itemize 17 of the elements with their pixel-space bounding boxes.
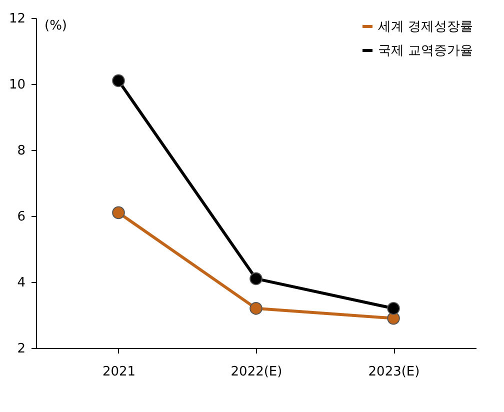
y-tick-label: 10 — [8, 78, 26, 92]
point — [250, 302, 262, 315]
y-tick-label: 12 — [8, 12, 26, 26]
point — [387, 302, 400, 315]
point — [250, 272, 262, 286]
y-axis-title: (%) — [44, 18, 67, 34]
y-tick-label: 6 — [17, 210, 26, 224]
y-tick-label: 8 — [17, 144, 26, 158]
point — [112, 206, 125, 220]
x-tick-label: 2023(E) — [368, 364, 420, 380]
x-tick-label: 2021 — [102, 364, 136, 380]
legend-label: 세계 경제성장률 — [378, 20, 474, 34]
x-tick-label: 2022(E) — [230, 364, 282, 380]
legend-label: 국제 교역증가율 — [378, 44, 474, 58]
y-tick-label: 4 — [17, 276, 26, 290]
point — [112, 74, 125, 88]
y-tick-label: 2 — [17, 342, 26, 356]
